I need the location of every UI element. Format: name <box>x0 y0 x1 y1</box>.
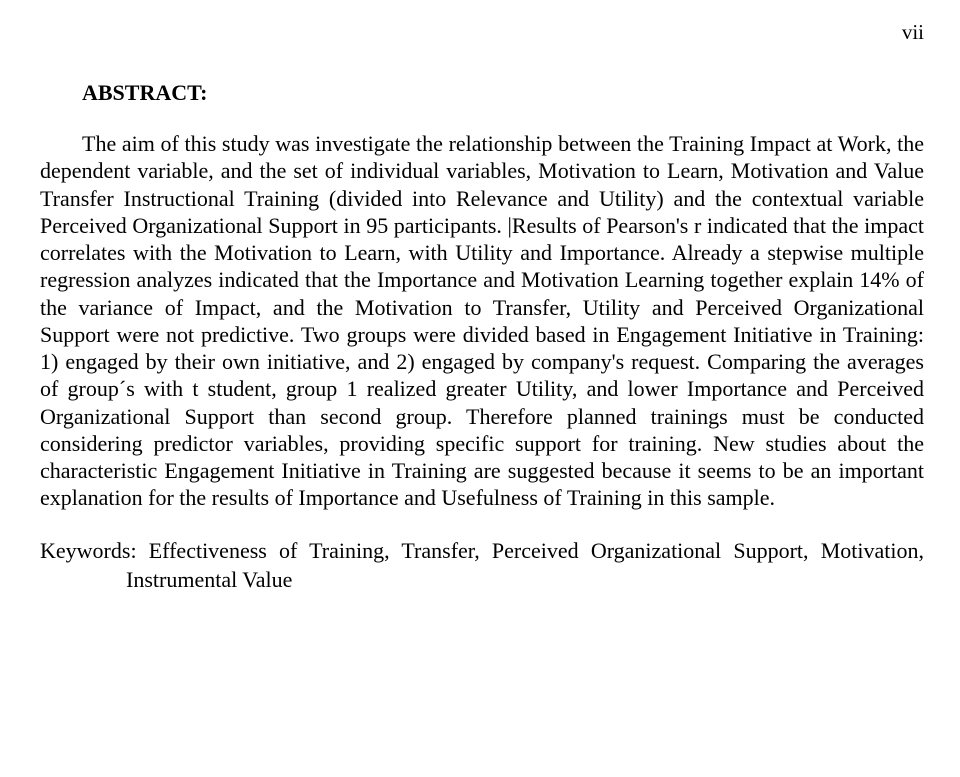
abstract-heading: ABSTRACT: <box>40 80 924 106</box>
keywords-line: Keywords: Effectiveness of Training, Tra… <box>40 536 924 595</box>
document-page: vii ABSTRACT: The aim of this study was … <box>0 0 960 777</box>
keywords-label: Keywords <box>40 538 130 563</box>
page-number: vii <box>902 20 924 45</box>
abstract-body: The aim of this study was investigate th… <box>40 130 924 512</box>
keywords-text: : Effectiveness of Training, Transfer, P… <box>126 538 924 592</box>
